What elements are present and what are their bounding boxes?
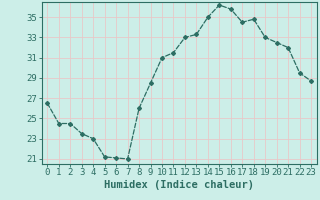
X-axis label: Humidex (Indice chaleur): Humidex (Indice chaleur) bbox=[104, 180, 254, 190]
